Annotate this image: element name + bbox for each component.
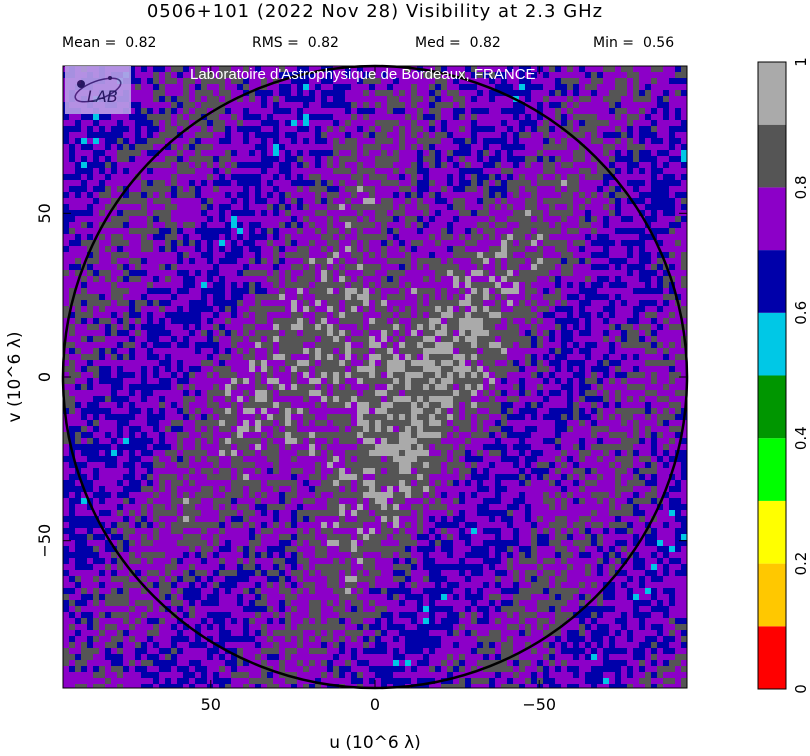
colorbar-tick-label: 0.4	[792, 426, 810, 450]
colorbar-swatch	[758, 124, 786, 188]
lab-watermark-text: Laboratoire d'Astrophysique de Bordeaux,…	[190, 66, 536, 83]
heatmap-field	[63, 66, 687, 688]
x-tick-label: 50	[201, 695, 221, 714]
colorbar-swatch	[758, 500, 786, 564]
lab-logo: LAB	[65, 66, 131, 114]
colorbar-frame	[757, 61, 787, 690]
y-axis-label: v (10^6 λ)	[5, 332, 25, 423]
stat-rms: RMS = 0.82	[252, 35, 339, 51]
colorbar-tick-label: 0.2	[792, 552, 810, 576]
y-tick-label: −50	[35, 524, 54, 558]
stat-min: Min = 0.56	[593, 35, 675, 51]
stat-mean: Mean = 0.82	[62, 35, 157, 51]
x-tick-label: 0	[370, 695, 380, 714]
colorbar-swatch	[758, 626, 786, 689]
x-axis-label: u (10^6 λ)	[329, 733, 421, 753]
plot-title: 0506+101 (2022 Nov 28) Visibility at 2.3…	[146, 1, 604, 22]
x-tick-label: −50	[522, 695, 556, 714]
stat-median: Med = 0.82	[415, 35, 501, 51]
colorbar-swatch	[758, 250, 786, 313]
colorbar-swatch	[758, 375, 786, 439]
colorbar-tick-label: 0	[792, 684, 810, 694]
colorbar: 0 0.2 0.4 0.6 0.8 1	[757, 57, 810, 694]
colorbar-tick-label: 1	[792, 57, 810, 67]
colorbar-swatch	[758, 187, 786, 251]
colorbar-swatch	[758, 312, 786, 376]
lab-logo-icon: LAB	[74, 76, 122, 106]
colorbar-tick-label: 0.8	[792, 175, 810, 199]
colorbar-swatch	[758, 563, 786, 627]
colorbar-swatch	[758, 438, 786, 501]
y-tick-label: 50	[35, 203, 54, 223]
y-tick-label: 0	[35, 372, 54, 382]
colorbar-swatch	[758, 62, 786, 125]
colorbar-tick-label: 0.6	[792, 301, 810, 325]
